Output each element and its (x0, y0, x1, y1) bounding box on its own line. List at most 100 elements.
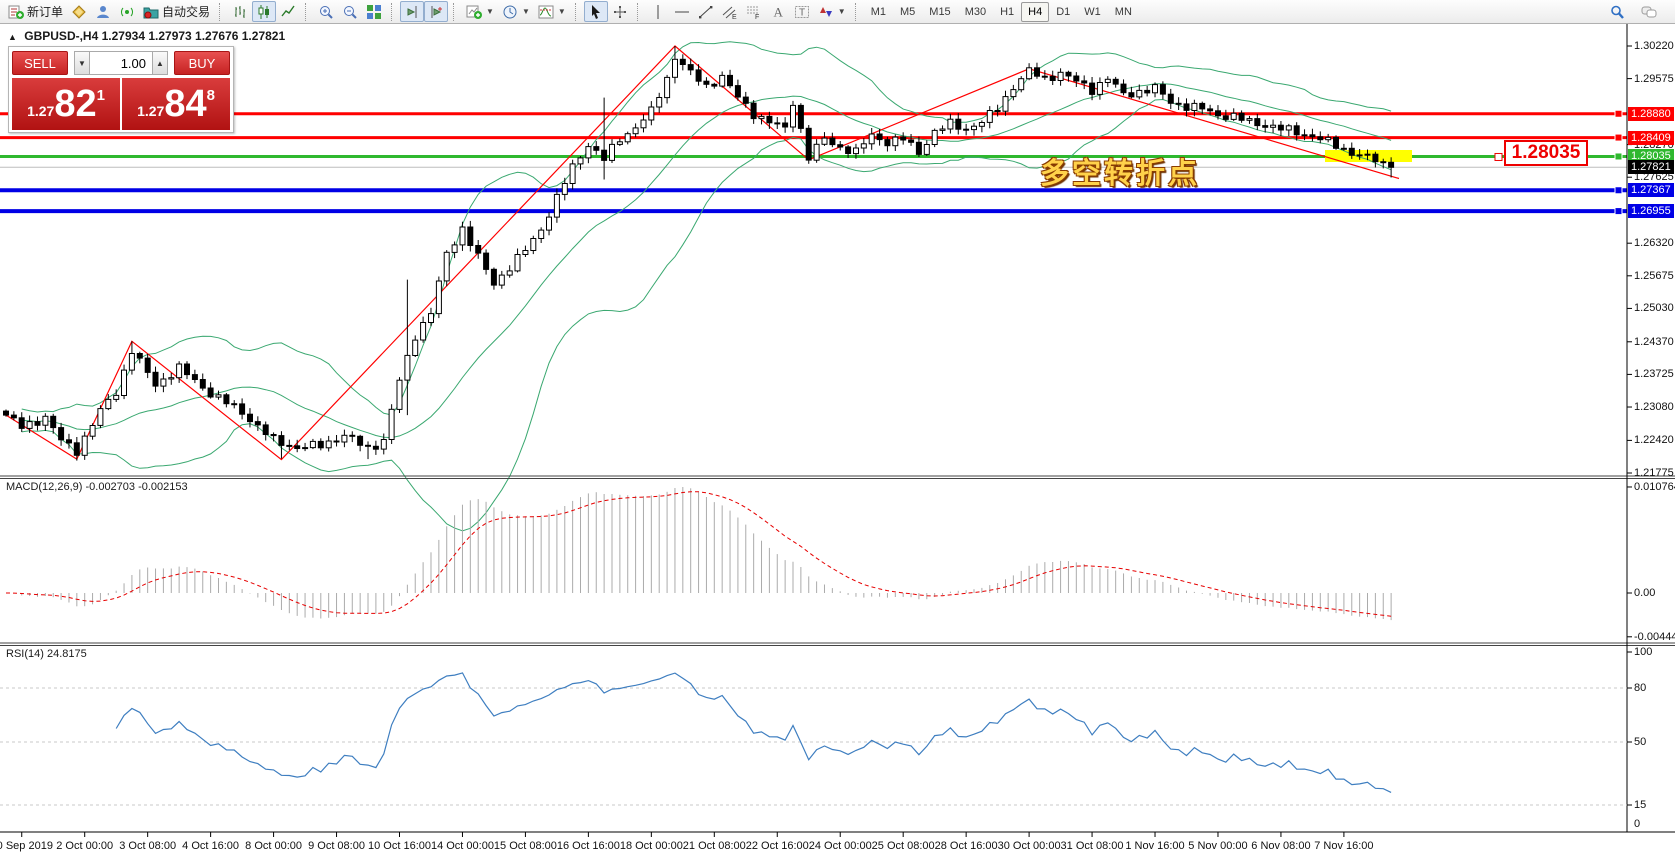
text-label-tool-button[interactable]: T (790, 1, 814, 22)
candle-body (947, 118, 954, 130)
candle-body (640, 119, 647, 129)
volume-increase-button[interactable]: ▲ (152, 51, 168, 75)
timeframe-m30-button[interactable]: M30 (958, 2, 993, 22)
candle-body (931, 129, 938, 145)
vertical-line-tool-button[interactable] (646, 1, 670, 22)
line-chart-mode-button[interactable] (276, 1, 300, 22)
styler-button[interactable] (67, 1, 91, 22)
candle-body (561, 183, 568, 195)
candle-body (1089, 82, 1096, 95)
buy-button[interactable]: BUY (174, 51, 230, 75)
zoom-in-button[interactable] (314, 1, 338, 22)
candle-body (1120, 83, 1127, 94)
candle-body (144, 357, 151, 373)
line-anchor-handle[interactable] (1614, 152, 1623, 161)
candle-body (1333, 136, 1339, 149)
buy-price-display[interactable]: 1.27 84 8 (122, 78, 230, 130)
line-anchor-handle[interactable] (1614, 186, 1623, 195)
candle-body (309, 440, 316, 449)
candle-body (207, 387, 214, 398)
macd-signal-line (5, 491, 1392, 617)
candle-body (1262, 125, 1269, 128)
profile-button[interactable] (91, 1, 115, 22)
candle-body (451, 244, 458, 253)
candle-body (837, 144, 844, 148)
crosshair-tool-button[interactable] (608, 1, 632, 22)
candle-body (396, 379, 403, 410)
candle-body (695, 69, 702, 82)
candle-body (506, 270, 513, 276)
volume-input[interactable] (90, 51, 152, 75)
indicators-button[interactable]: ▼ (534, 1, 570, 22)
candle-body (1057, 71, 1064, 82)
candle-body (404, 354, 411, 381)
candle-body (923, 144, 930, 155)
timeframe-h4-button[interactable]: H4 (1021, 1, 1050, 22)
line-anchor-handle[interactable] (1614, 109, 1623, 118)
search-button[interactable] (1605, 1, 1629, 22)
profiles-button[interactable]: ▼ (498, 1, 534, 22)
toolbar-separator (391, 2, 396, 21)
signals-button[interactable] (115, 1, 139, 22)
timeframe-m5-button[interactable]: M5 (893, 2, 922, 22)
chart-shift-button[interactable] (400, 1, 425, 22)
auto-scroll-button[interactable] (424, 1, 449, 22)
candle-body (1175, 102, 1182, 105)
new-chart-button[interactable]: ▼ (462, 1, 498, 22)
horizontal-line-tool-button[interactable] (670, 1, 694, 22)
timeframe-w1-button[interactable]: W1 (1077, 2, 1108, 22)
chinese-annotation-text[interactable]: 多空转折点 (1040, 158, 1201, 190)
chat-button[interactable] (1637, 1, 1661, 22)
candle-body (569, 163, 576, 184)
volume-decrease-button[interactable]: ▼ (74, 51, 90, 75)
bar-chart-mode-button[interactable] (228, 1, 252, 22)
callout-anchor-handle[interactable] (1494, 152, 1503, 161)
price-callout-box[interactable]: 1.28035 (1504, 140, 1588, 166)
zoom-out-icon (344, 5, 357, 19)
text-tool-button[interactable]: A (766, 1, 790, 22)
candle-body (530, 238, 537, 251)
candle-body (113, 394, 120, 400)
highlight-rectangle[interactable] (1325, 150, 1412, 162)
timeframe-m15-button[interactable]: M15 (922, 2, 957, 22)
candle-body (821, 137, 828, 145)
timeframe-mn-button[interactable]: MN (1108, 2, 1139, 22)
clock-icon (503, 5, 517, 18)
sell-price-pip: 1 (96, 86, 105, 104)
candle-body (1285, 125, 1292, 131)
candle-body (711, 83, 718, 87)
tile-windows-button[interactable] (362, 1, 386, 22)
trendline-tool-button[interactable] (694, 1, 718, 22)
sell-price-big: 82 (54, 83, 97, 125)
candle-body (1049, 75, 1056, 82)
zoom-out-button[interactable] (338, 1, 362, 22)
channel-tool-button[interactable]: E (718, 1, 742, 22)
fibonacci-tool-button[interactable]: F (742, 1, 766, 22)
timeframe-h1-button[interactable]: H1 (993, 2, 1021, 22)
candlestick-mode-button[interactable] (252, 1, 277, 22)
candle-body (1356, 154, 1363, 157)
candle-body (963, 128, 970, 131)
arrows-tool-button[interactable]: ▼ (814, 1, 850, 22)
new-order-button[interactable]: 新订单 (4, 1, 67, 22)
candle-body (1167, 93, 1174, 104)
candle-body (609, 143, 615, 161)
timeframe-m1-button[interactable]: M1 (864, 2, 893, 22)
sell-button[interactable]: SELL (12, 51, 68, 75)
line-anchor-handle[interactable] (1614, 133, 1623, 142)
candle-body (1034, 67, 1040, 77)
candle-body (1128, 92, 1135, 98)
candle-body (184, 363, 190, 376)
candle-body (514, 254, 521, 272)
line-anchor-handle[interactable] (1614, 207, 1623, 216)
candle-body (1317, 136, 1324, 141)
sell-price-display[interactable]: 1.27 82 1 (12, 78, 120, 130)
candle-body (341, 434, 348, 443)
auto-trading-button[interactable]: 自动交易 (139, 1, 214, 22)
timeframe-d1-button[interactable]: D1 (1049, 2, 1077, 22)
cursor-tool-button[interactable] (583, 1, 608, 22)
text-icon: A (773, 4, 783, 19)
candle-body (372, 445, 379, 450)
svg-text:E: E (732, 14, 737, 20)
